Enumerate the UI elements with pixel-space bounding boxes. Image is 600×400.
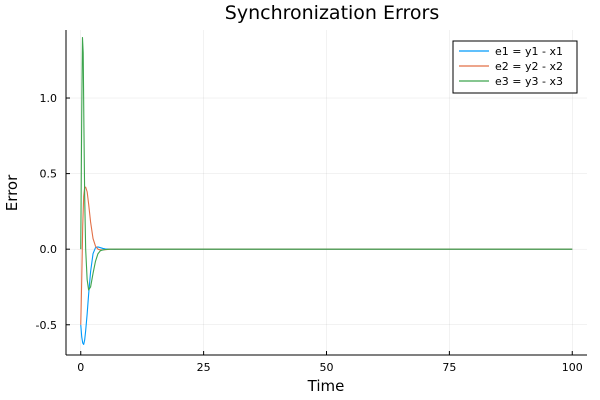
y-tick-label: 0.0 xyxy=(40,243,58,256)
legend-label: e2 = y2 - x2 xyxy=(495,60,563,73)
x-tick-label: 75 xyxy=(442,361,456,374)
legend: e1 = y1 - x1 e2 = y2 - x2 e3 = y3 - x3 xyxy=(452,40,578,94)
x-axis-label: Time xyxy=(307,377,345,395)
plot-series xyxy=(80,37,573,345)
x-tick-label: 100 xyxy=(562,361,583,374)
y-tick-label: 1.0 xyxy=(40,92,58,105)
legend-label: e1 = y1 - x1 xyxy=(495,45,563,58)
y-axis-label: Error xyxy=(3,174,21,211)
x-tick-label: 0 xyxy=(77,361,84,374)
y-tick-label: 0.5 xyxy=(40,168,58,181)
series-line-e3 xyxy=(80,37,573,291)
y-tick-label: -0.5 xyxy=(36,319,57,332)
tick-labels: 0 25 50 75 100 -0.5 0.0 0.5 1.0 xyxy=(36,92,583,374)
legend-box xyxy=(452,40,578,94)
legend-label: e3 = y3 - x3 xyxy=(495,75,563,88)
x-tick-label: 25 xyxy=(197,361,211,374)
x-tick-label: 50 xyxy=(320,361,334,374)
chart-title: Synchronization Errors xyxy=(225,2,439,24)
axes xyxy=(65,30,587,356)
